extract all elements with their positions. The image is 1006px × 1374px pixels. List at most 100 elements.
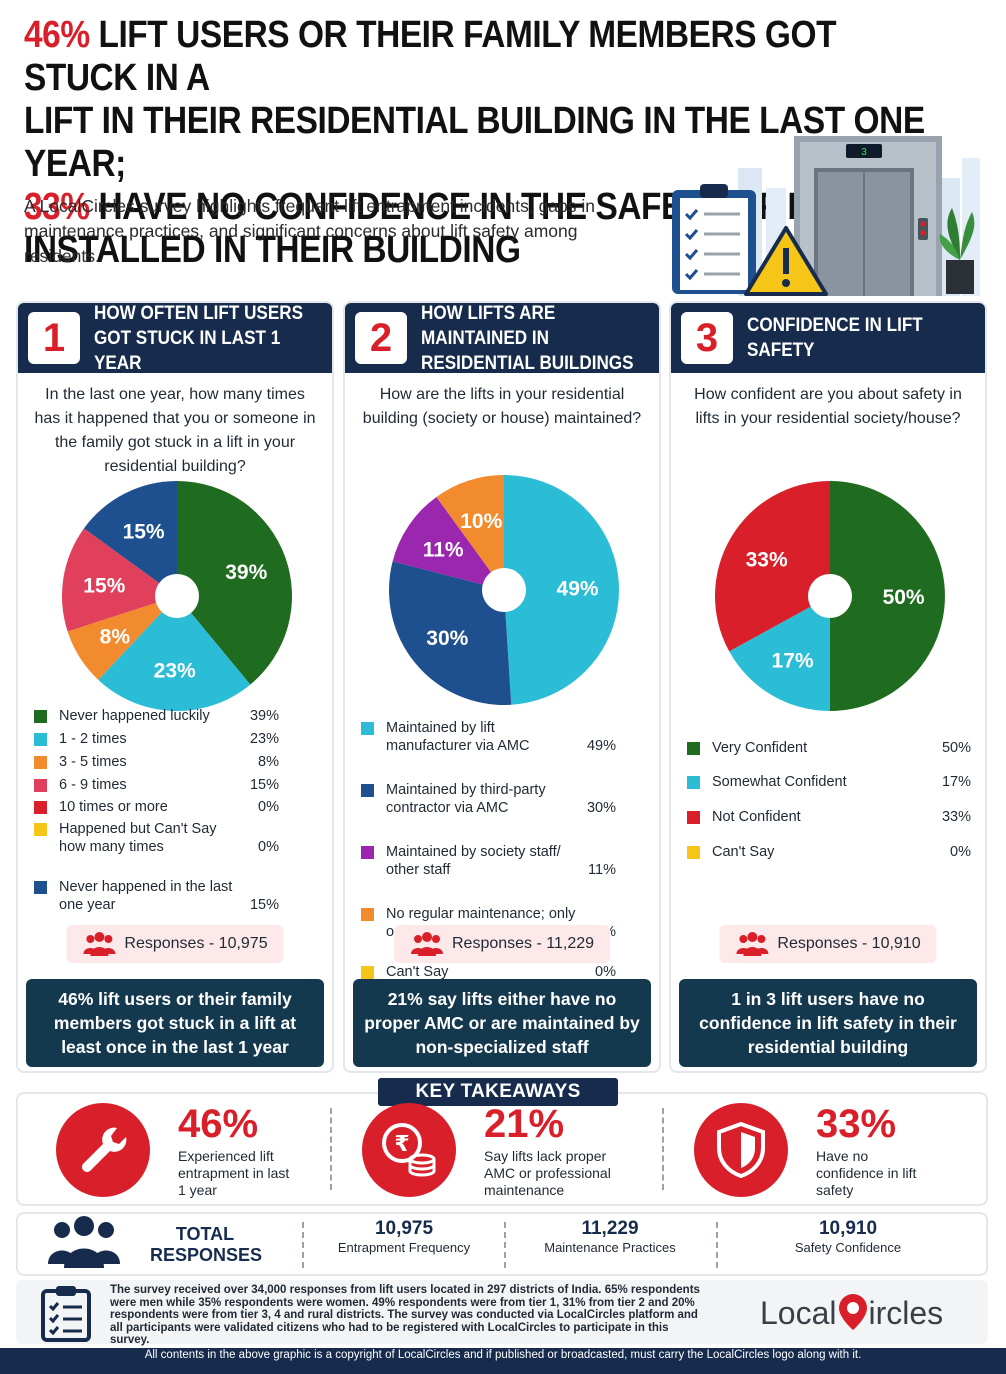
takeaway-pct: 46% [178, 1101, 259, 1146]
total-responses-box [16, 1212, 988, 1276]
legend-item: Very Confident 50% [687, 739, 971, 757]
total-confidence: 10,910 Safety Confidence [758, 1218, 938, 1255]
shield-icon [694, 1103, 788, 1197]
panel-number: 3 [681, 312, 733, 364]
pie-slice-label: 15% [83, 574, 125, 597]
people-icon [736, 932, 769, 956]
pie-slice-label: 30% [426, 627, 468, 650]
panel-title: HOW OFTEN LIFT USERS GOT STUCK IN LAST 1… [94, 302, 303, 374]
pie-slice-label: 33% [746, 549, 788, 572]
headline-line-2: LIFT IN THEIR RESIDENTIAL BUILDING IN TH… [24, 100, 925, 185]
pie-slice [392, 496, 504, 590]
divider [330, 1108, 332, 1190]
legend-item: 3 - 5 times 8% [34, 753, 318, 771]
legend-swatch [34, 881, 47, 894]
pie-chart-2: 49% 30% 11% 10% [345, 475, 659, 715]
legend-swatch [34, 801, 47, 814]
copyright-bar: All contents in the above graphic is a c… [0, 1348, 1006, 1374]
legend-value: 50% [941, 740, 971, 756]
logo-text-left: Local [760, 1295, 837, 1331]
panel-summary: 1 in 3 lift users have no confidence in … [679, 979, 977, 1067]
divider [504, 1222, 506, 1268]
legend-value: 15% [249, 897, 279, 913]
legend-label: Never happened luckily [59, 708, 210, 724]
people-group-icon [48, 1216, 120, 1268]
takeaway-maintenance: ₹ 21% Say lifts lack proper AMC or profe… [362, 1100, 634, 1200]
pie-slice-label: 15% [123, 520, 165, 543]
people-icon [410, 932, 443, 956]
rupee-coins-icon: ₹ [362, 1103, 456, 1197]
legend-label: Very Confident [712, 740, 808, 756]
responses-badge: Responses - 11,229 [393, 925, 611, 963]
pie-slice [504, 475, 619, 705]
pie-slice-label: 49% [557, 578, 599, 601]
wrench-icon [56, 1103, 150, 1197]
legend-3: Very Confident 50% Somewhat Confident 17% No… [687, 739, 971, 861]
legend-item: Never happened luckily 39% [34, 707, 318, 725]
pie-slice-label: 50% [883, 586, 925, 609]
clipboard-icon [41, 1286, 91, 1342]
elevator-illustration: 3 [668, 128, 988, 296]
key-takeaways-box [16, 1092, 988, 1206]
legend-item: 6 - 9 times 15% [34, 776, 318, 794]
pie-slice-label: 39% [225, 561, 267, 584]
total-responses-label: TOTAL RESPONSES [150, 1224, 263, 1265]
legend-swatch [687, 776, 700, 789]
total-label: Maintenance Practices [544, 1240, 676, 1255]
pie-slice [389, 561, 512, 705]
legend-value: 23% [249, 731, 279, 747]
divider [716, 1222, 718, 1268]
total-value: 11,229 [581, 1218, 639, 1239]
pie-slice [62, 528, 177, 632]
headline-line-1: LIFT USERS OR THEIR FAMILY MEMBERS GOT S… [24, 14, 837, 99]
elevator-scene-icon: 3 [672, 136, 980, 296]
panel-summary: 21% say lifts either have no proper AMC … [353, 979, 651, 1067]
takeaway-desc: Experienced lift entrapment in last 1 ye… [178, 1147, 290, 1198]
legend-label: Can't Say [386, 964, 449, 980]
panel-header: 1 HOW OFTEN LIFT USERS GOT STUCK IN LAST… [18, 302, 332, 374]
legend-value: 15% [249, 777, 279, 793]
legend-item: Can't Say 0% [687, 843, 971, 861]
headline: 46% LIFT USERS OR THEIR FAMILY MEMBERS G… [24, 14, 957, 272]
legend-item: Never happened in the last one year 15% [34, 878, 318, 914]
takeaway-confidence: 33% Have no confidence in lift safety [694, 1100, 926, 1200]
pie-chart-3: 50% 17% 33% [671, 481, 985, 721]
legend-swatch [687, 742, 700, 755]
responses-count: Responses - 10,910 [777, 935, 921, 952]
legend-swatch [34, 710, 47, 723]
legend-swatch [361, 966, 374, 979]
legend-label: Somewhat Confident [712, 774, 847, 790]
responses-count: Responses - 11,229 [451, 935, 595, 952]
legend-label: Maintained by lift manufacturer via AMC [386, 720, 530, 754]
legend-value: 30% [586, 800, 616, 816]
legend-value: 17% [941, 774, 971, 790]
pie-slice-label: 23% [154, 660, 196, 683]
panel-title: HOW LIFTS ARE MAINTAINED IN RESIDENTIAL … [421, 302, 634, 374]
legend-label: Not Confident [712, 809, 801, 825]
legend-1: Never happened luckily 39% 1 - 2 times 23% 3… [34, 707, 318, 914]
legend-item: Happened but Can't Say how many times 0% [34, 820, 318, 856]
legend-label: 1 - 2 times [59, 731, 127, 747]
pie-center-hole [482, 568, 526, 612]
pie-slice [436, 475, 504, 590]
legend-swatch [34, 823, 47, 836]
takeaway-desc: Have no confidence in lift safety [816, 1147, 917, 1198]
panel-summary: 46% lift users or their family members g… [26, 979, 324, 1067]
pie-slice [729, 596, 830, 711]
divider [302, 1222, 304, 1268]
legend-swatch [687, 811, 700, 824]
svg-text:₹: ₹ [394, 1132, 409, 1157]
survey-methodology-note: The survey received over 34,000 response… [110, 1284, 700, 1347]
total-entrapment: 10,975 Entrapment Frequency [314, 1218, 494, 1255]
legend-item: Not Confident 33% [687, 808, 971, 826]
legend-swatch [361, 784, 374, 797]
headline-stat-1: 46% [24, 14, 90, 56]
total-value: 10,975 [374, 1218, 434, 1239]
panel-number: 2 [355, 312, 407, 364]
legend-swatch [361, 908, 374, 921]
pie-slice [98, 596, 251, 711]
header: 46% LIFT USERS OR THEIR FAMILY MEMBERS G… [24, 14, 984, 272]
pie-slice [715, 481, 830, 652]
legend-item: 1 - 2 times 23% [34, 730, 318, 748]
legend-item: Somewhat Confident 17% [687, 773, 971, 791]
